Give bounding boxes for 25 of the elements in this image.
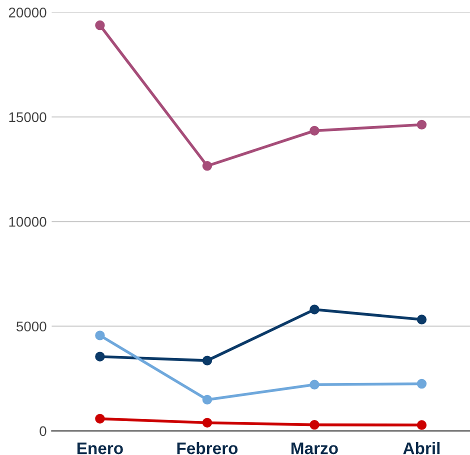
point (95, 20, 105, 30)
point (95, 414, 105, 424)
y-tick-label: 15000 (9, 112, 46, 122)
x-tick-label: Abril (403, 442, 440, 454)
point (95, 352, 105, 362)
y-tick-label: 20000 (8, 8, 46, 18)
point (416, 314, 427, 324)
point (416, 120, 427, 130)
point (202, 394, 212, 405)
point (310, 380, 320, 390)
point (202, 161, 212, 171)
point (202, 356, 212, 366)
y-tick-label: 0 (40, 426, 46, 436)
point (310, 420, 320, 430)
point (310, 126, 320, 136)
x-tick-label: Enero (77, 442, 123, 454)
x-tick-label: Marzo (292, 442, 338, 454)
x-tick-label: Febrero (177, 442, 238, 454)
point (416, 420, 427, 430)
point (202, 418, 212, 428)
y-tick-label: 10000 (9, 216, 46, 227)
point (416, 378, 427, 389)
point (310, 304, 320, 314)
y-tick-label: 5000 (16, 322, 46, 332)
point (95, 330, 105, 340)
